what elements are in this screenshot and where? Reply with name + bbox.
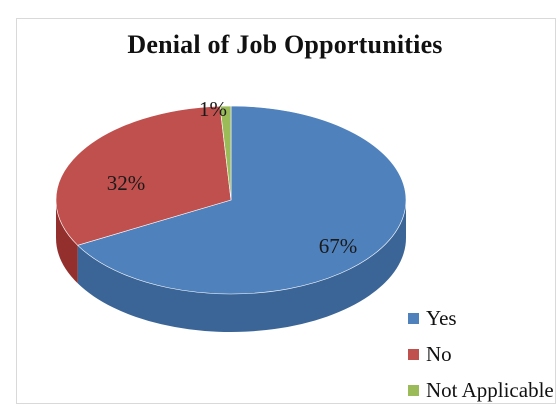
legend: Yes No Not Applicable	[408, 300, 554, 408]
legend-item-not-applicable: Not Applicable	[408, 372, 554, 408]
legend-swatch-yes	[408, 312, 419, 324]
legend-label-no: No	[426, 341, 452, 366]
legend-item-yes: Yes	[408, 300, 554, 336]
legend-label-yes: Yes	[426, 305, 457, 330]
data-label-no: 32%	[107, 171, 146, 195]
legend-label-not-applicable: Not Applicable	[426, 377, 554, 402]
legend-item-no: No	[408, 336, 554, 372]
legend-swatch-no	[408, 348, 419, 360]
data-label-not-applicable: 1%	[199, 97, 227, 121]
pie-slice-no	[55, 105, 232, 246]
pie-side-no	[56, 200, 78, 284]
pie-slice-yes	[77, 105, 407, 295]
chart-title: Denial of Job Opportunities	[127, 30, 443, 59]
legend-swatch-not-applicable	[408, 384, 419, 396]
data-label-yes: 67%	[319, 234, 358, 258]
pie-slice-not-applicable	[219, 105, 232, 201]
pie-side-yes	[77, 200, 406, 332]
